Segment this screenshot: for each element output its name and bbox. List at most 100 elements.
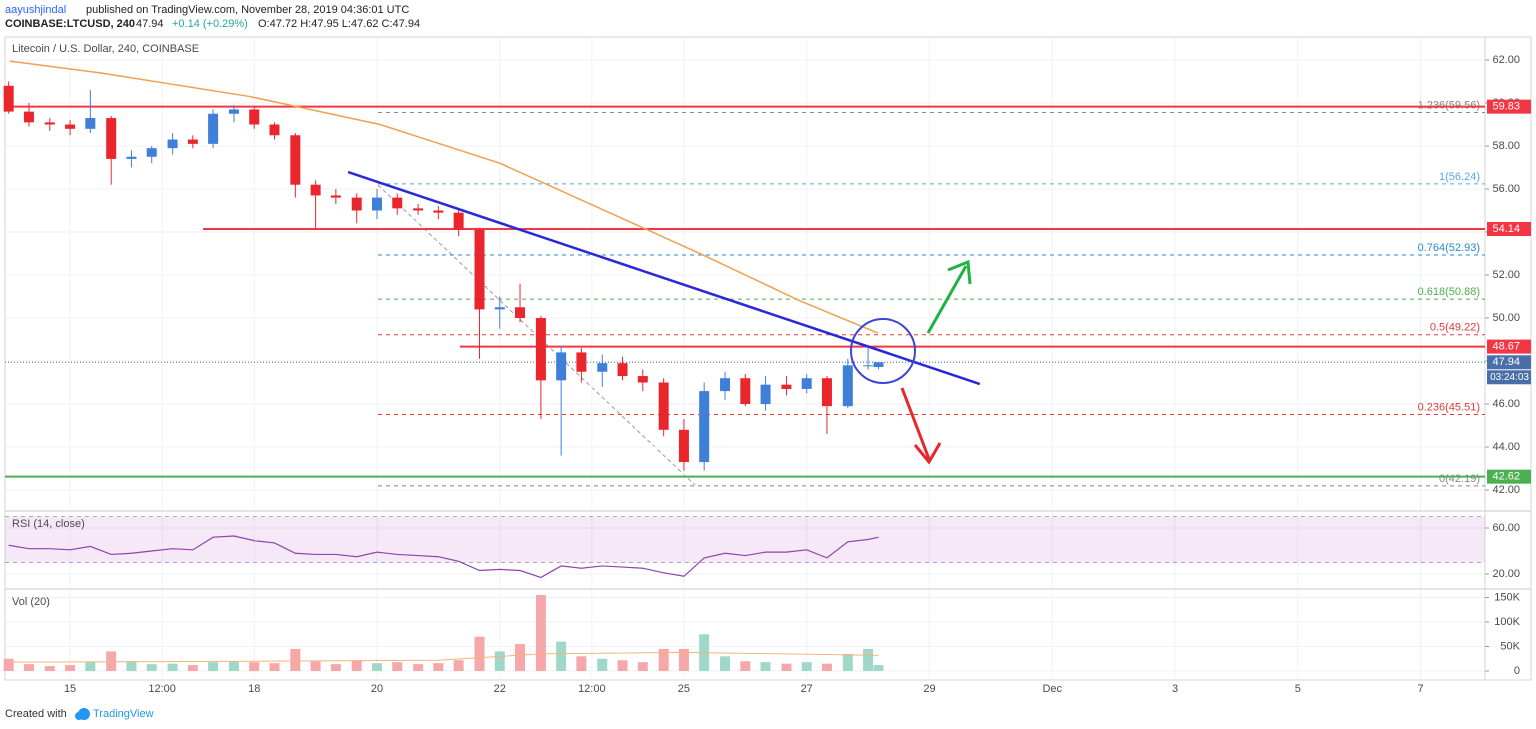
price-tag [1487, 339, 1531, 354]
volume-bar [821, 663, 832, 671]
volume-bar [801, 662, 812, 671]
y-tick-label: 62.00 [1492, 54, 1520, 66]
volume-bar [392, 662, 403, 671]
x-tick-label: 5 [1295, 683, 1301, 695]
y-tick-label: 50.00 [1492, 312, 1520, 324]
candle-body [720, 378, 731, 392]
y-tick-label: 46.00 [1492, 398, 1520, 410]
panel-title: RSI (14, close) [12, 518, 85, 530]
volume-bar [494, 651, 505, 671]
candle-body [740, 378, 751, 405]
candle-body [597, 363, 608, 372]
volume-bar [208, 662, 219, 671]
moving-average [9, 60, 879, 334]
candle-body [65, 124, 76, 129]
volume-bar [597, 658, 608, 671]
candle-body [330, 195, 341, 198]
fib-label: 0.236(45.51) [1418, 401, 1480, 413]
candle-body [678, 429, 689, 463]
logo [75, 712, 83, 720]
volume-bar [371, 663, 382, 671]
fib-label: 0.618(50.88) [1418, 286, 1480, 298]
footer-brand[interactable]: TradingView [93, 708, 154, 720]
fib-label: 0.764(52.93) [1418, 242, 1480, 254]
countdown: 03:24:03 [1490, 372, 1529, 383]
candle-body [106, 118, 117, 159]
candle-body [290, 135, 301, 185]
trendline [347, 170, 981, 386]
y-tick-label: 100K [1494, 616, 1520, 628]
volume-bar [637, 662, 648, 671]
candle-body [556, 352, 567, 381]
volume-bar [740, 661, 751, 671]
y-tick-label: 60.00 [1492, 522, 1520, 534]
countdown-tag [1487, 370, 1531, 385]
price-tag [1487, 221, 1531, 236]
x-tick-label: 27 [801, 683, 813, 695]
y-tick-label: 42.00 [1492, 484, 1520, 496]
volume-bar [433, 663, 444, 671]
y-tick-label: 20.00 [1492, 568, 1520, 580]
volume-bar [85, 662, 96, 671]
volume-bar [351, 660, 362, 671]
volume-bar [249, 662, 260, 671]
price-tag-label: 48.67 [1492, 341, 1520, 353]
volume-bar [167, 663, 178, 671]
candle-body [474, 229, 485, 310]
header-change: +0.14 (+0.29%) [172, 18, 248, 30]
volume-bar [310, 661, 321, 671]
volume-bar [65, 665, 76, 671]
candle-body [3, 85, 14, 112]
candle-body [44, 122, 55, 125]
volume-bar [658, 648, 669, 671]
candle-body [85, 118, 96, 129]
annotation [947, 259, 972, 285]
price-tag [1487, 469, 1531, 484]
y-tick-label: 50K [1500, 640, 1520, 652]
x-tick-label: 22 [494, 683, 506, 695]
candle-body [249, 109, 260, 125]
candle-body [453, 212, 464, 230]
volume-bar [187, 665, 198, 671]
x-tick-label: Dec [1042, 683, 1062, 695]
price-tag-label: 47.94 [1492, 356, 1520, 368]
candle-body [23, 111, 34, 123]
volume-bar [269, 663, 280, 671]
fib-label: 1(56.24) [1439, 171, 1480, 183]
volume-bar [873, 665, 884, 671]
fib-label: 0.5(49.22) [1430, 322, 1480, 334]
fib-label: 1.236(59.56) [1418, 99, 1480, 111]
y-tick-label: 0 [1514, 665, 1520, 677]
candle-body [371, 197, 382, 211]
volume-bar [290, 648, 301, 671]
x-tick-label: 18 [248, 683, 260, 695]
header-price: 47.94 [136, 18, 164, 30]
author[interactable]: aayushjindal [5, 4, 66, 16]
candle-body [842, 365, 853, 407]
candle-body [494, 307, 505, 310]
price-tag-label: 59.83 [1492, 101, 1520, 113]
candle-body [781, 384, 792, 389]
x-tick-label: 15 [64, 683, 76, 695]
volume-bar [44, 666, 55, 671]
y-tick-label: 58.00 [1492, 140, 1520, 152]
y-tick-label: 52.00 [1492, 269, 1520, 281]
candle-body [167, 139, 178, 149]
volume-bar [781, 663, 792, 671]
y-tick-label: 150K [1494, 591, 1520, 603]
annotation [900, 387, 931, 460]
volume-ma [8, 651, 879, 663]
price-tag-label: 54.14 [1492, 223, 1520, 235]
candle-body [617, 363, 628, 377]
price-tag [1487, 355, 1531, 370]
volume-bar [228, 661, 239, 671]
candle-body [801, 378, 812, 389]
volume-bar [617, 660, 628, 671]
candle-body [873, 362, 884, 368]
candle-body [821, 378, 832, 407]
x-tick-label: 20 [371, 683, 383, 695]
volume-bar [535, 595, 546, 671]
volume-bar [842, 653, 853, 671]
published: published on TradingView.com, November 2… [86, 4, 409, 16]
